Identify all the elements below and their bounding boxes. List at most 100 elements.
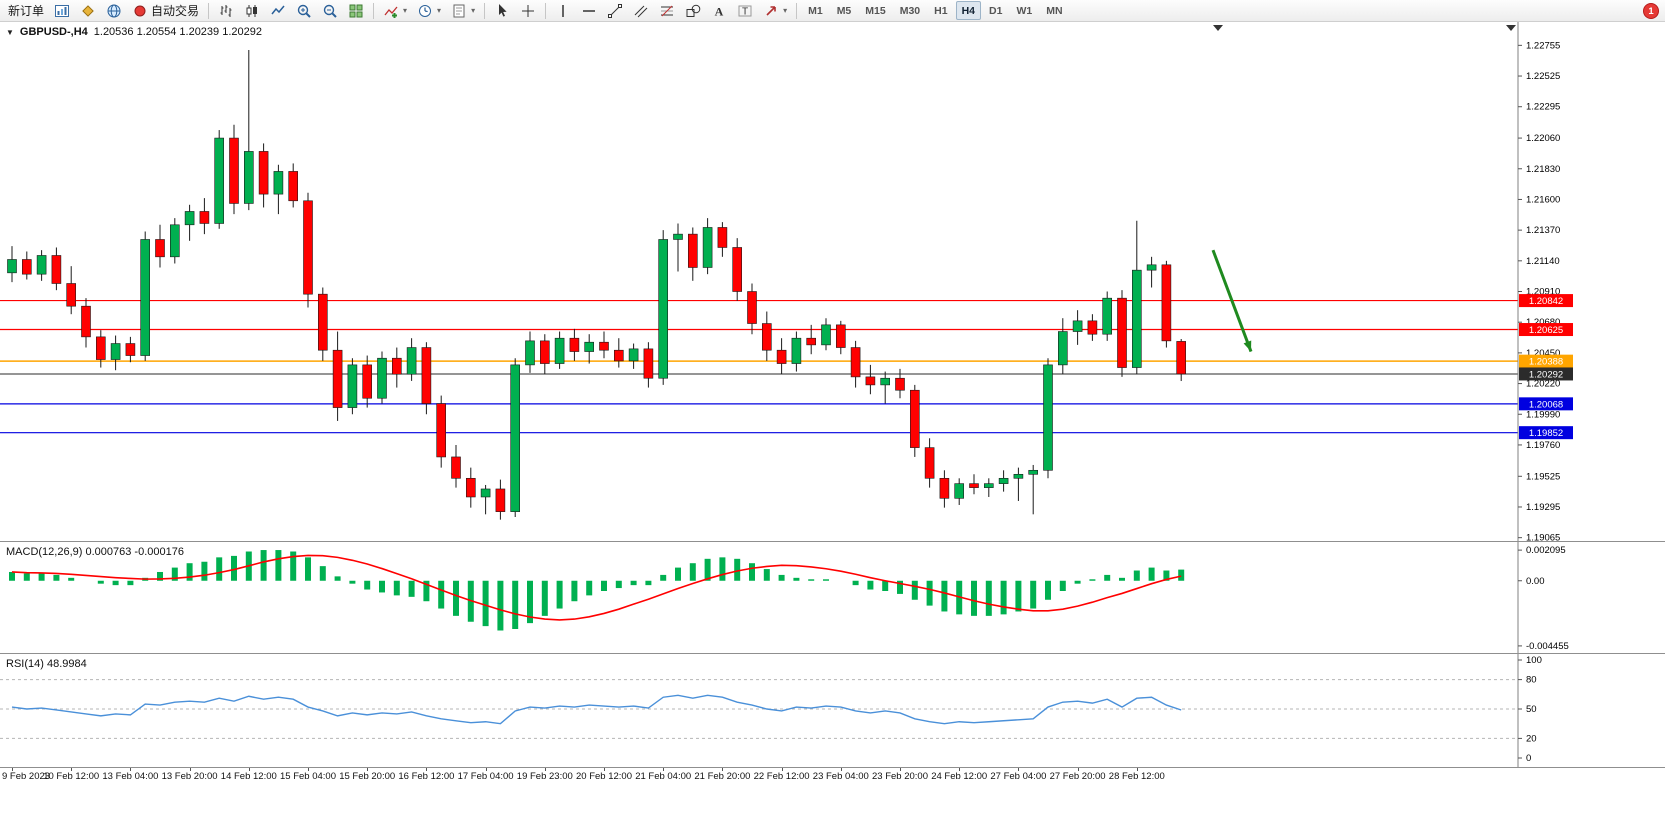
time-tick [189, 768, 191, 771]
annotation-arrowhead [1243, 340, 1252, 352]
toolbar-separator [373, 2, 375, 19]
time-tick [426, 768, 428, 771]
arrows-button[interactable]: ▾ [759, 1, 791, 20]
fibo-icon [659, 3, 675, 19]
price-tag-label: 1.20388 [1529, 357, 1563, 368]
periods-button[interactable]: ▾ [413, 1, 445, 20]
macd-panel: 0.002095 0.00 -0.004455 MACD(12,26,9) 0.00… [0, 541, 1665, 653]
price-chart[interactable]: 1.22755 1.22525 1.22295 1.22060 1.21830 1.216… [0, 22, 1665, 541]
macd-chart[interactable]: 0.002095 0.00 -0.004455 [0, 542, 1665, 653]
price-tag-label: 1.19852 [1529, 428, 1563, 439]
shift-marker-icon [1506, 25, 1516, 31]
trendline-button[interactable] [603, 1, 627, 20]
price-axis-label: 1.20680 [1526, 317, 1560, 328]
templates-button[interactable]: ▾ [447, 1, 479, 20]
chart-window-icon [54, 3, 70, 19]
timeframe-d1-label: D1 [989, 4, 1003, 17]
timeframe-d1[interactable]: D1 [983, 1, 1008, 20]
price-panel: 1.22755 1.22525 1.22295 1.22060 1.21830 1.216… [0, 22, 1665, 541]
zoom-out-icon [322, 3, 338, 19]
tile-windows-button[interactable] [344, 1, 368, 20]
annotation-arrow[interactable] [1211, 249, 1253, 353]
time-axis-label: 13 Feb 04:00 [102, 771, 159, 782]
time-tick [367, 768, 369, 771]
fibonacci-button[interactable] [655, 1, 679, 20]
time-tick [485, 768, 487, 771]
time-tick [71, 768, 73, 771]
hline-icon [581, 3, 597, 19]
crosshair-icon [520, 3, 536, 19]
channel-icon [633, 3, 649, 19]
timeframe-h1[interactable]: H1 [928, 1, 953, 20]
timeframe-mn[interactable]: MN [1040, 1, 1068, 20]
globe-icon [106, 3, 122, 19]
timeframe-h1-label: H1 [934, 4, 948, 17]
zoom-out-button[interactable] [318, 1, 342, 20]
chart-window-button[interactable] [50, 1, 74, 20]
time-tick [544, 768, 546, 771]
vertical-line-button[interactable] [551, 1, 575, 20]
macd-axis-label: 0.002095 [1526, 545, 1566, 556]
cursor-button[interactable] [490, 1, 514, 20]
indicators-button[interactable]: ▾ [379, 1, 411, 20]
price-axis-label: 1.19295 [1526, 502, 1560, 513]
dropdown-arrow-icon: ▾ [437, 6, 442, 15]
channel-button[interactable] [629, 1, 653, 20]
profiles-button[interactable] [76, 1, 100, 20]
notification-badge[interactable]: 1 [1644, 4, 1658, 18]
timeframe-w1[interactable]: W1 [1010, 1, 1038, 20]
timeframe-m5[interactable]: M5 [831, 1, 858, 20]
price-axis-label: 1.20910 [1526, 287, 1560, 298]
market-watch-button[interactable] [102, 1, 126, 20]
timeframe-m30-label: M30 [899, 4, 921, 17]
price-axis-label: 1.22295 [1526, 102, 1560, 113]
price-axis-label: 1.21830 [1526, 164, 1560, 175]
price-axis-label: 1.19990 [1526, 409, 1560, 420]
time-axis-label: 27 Feb 20:00 [1049, 771, 1106, 782]
tile-icon [348, 3, 364, 19]
timeframe-h4-label: H4 [961, 4, 976, 17]
time-axis-label: 9 Feb 2023 [2, 771, 51, 782]
time-tick [1077, 768, 1079, 771]
dropdown-arrow-icon: ▾ [471, 6, 476, 15]
shapes-button[interactable] [681, 1, 705, 20]
toolbar-separator [484, 2, 486, 19]
rsi-panel: 100 80 50 20 0 RSI(14) 48.9984 [0, 653, 1665, 767]
timeframe-m30[interactable]: M30 [894, 1, 926, 20]
rsi-chart[interactable]: 100 80 50 20 0 [0, 654, 1665, 767]
time-axis[interactable]: 9 Feb 2023 10 Feb 12:00 13 Feb 04:00 13 Feb… [0, 767, 1665, 785]
time-tick [1018, 768, 1020, 771]
rsi-axis-label: 50 [1526, 704, 1537, 715]
price-axis-label: 1.22060 [1526, 133, 1560, 144]
text-button[interactable]: A [707, 1, 731, 20]
vline-icon [555, 3, 571, 19]
zoom-in-icon [296, 3, 312, 19]
price-tag: 1.20625 [1519, 323, 1573, 337]
svg-text:A: A [715, 4, 724, 18]
price-axis-label: 1.19525 [1526, 471, 1560, 482]
timeframe-w1-label: W1 [1016, 4, 1033, 17]
clock-icon [417, 3, 433, 19]
time-axis-label: 16 Feb 12:00 [398, 771, 455, 782]
timeframe-m15[interactable]: M15 [859, 1, 891, 20]
time-axis-label: 19 Feb 23:00 [516, 771, 573, 782]
zoom-in-button[interactable] [292, 1, 316, 20]
auto-trading-button[interactable]: 自动交易 [128, 1, 203, 20]
auto-trading-icon [132, 3, 148, 19]
candlestick-chart-button[interactable] [240, 1, 264, 20]
new-order-button[interactable]: 新订单 [4, 1, 48, 20]
price-tag: 1.20068 [1519, 397, 1573, 411]
timeframe-m5-label: M5 [836, 4, 852, 17]
timeframe-h4[interactable]: H4 [955, 1, 982, 20]
label-button[interactable]: T [733, 1, 757, 20]
cursor-icon [494, 3, 510, 19]
time-tick [663, 768, 665, 771]
line-chart-button[interactable] [266, 1, 290, 20]
bottom-margin [0, 785, 1665, 836]
time-axis-label: 27 Feb 04:00 [990, 771, 1047, 782]
horizontal-line-button[interactable] [577, 1, 601, 20]
bar-chart-button[interactable] [214, 1, 238, 20]
timeframe-m1[interactable]: M1 [802, 1, 829, 20]
crosshair-button[interactable] [516, 1, 540, 20]
time-axis-label: 15 Feb 20:00 [339, 771, 396, 782]
